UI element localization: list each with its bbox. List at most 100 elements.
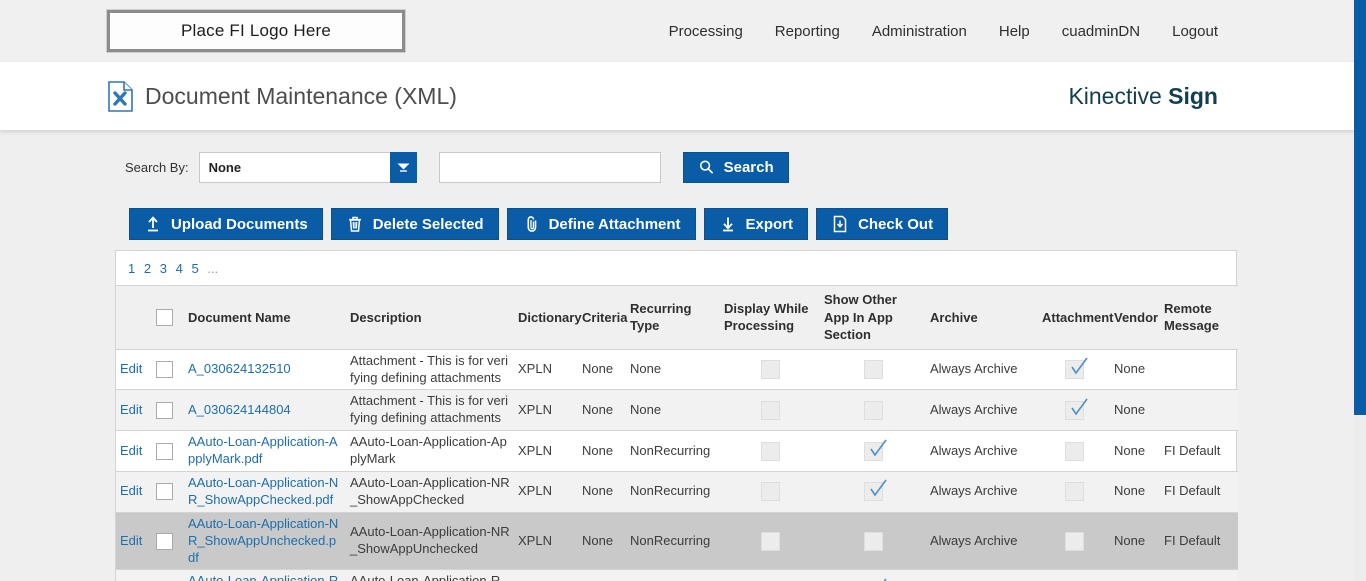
header-remote-message: Remote Message	[1160, 285, 1238, 350]
document-name-link[interactable]: AAuto-Loan-Application-R_ShowAppChecked.…	[188, 573, 339, 581]
edit-link[interactable]: Edit	[120, 532, 143, 548]
table-row: Edit AAuto-Loan-Application-NR_ShowAppUn…	[116, 512, 1238, 571]
select-all-checkbox[interactable]	[156, 309, 173, 327]
row-select-checkbox[interactable]	[156, 483, 173, 501]
upload-documents-label: Upload Documents	[171, 215, 308, 233]
page-header: Document Maintenance (XML) Kinective Sig…	[0, 62, 1366, 130]
vendor-cell: None	[1110, 349, 1160, 391]
nav-item-reporting[interactable]: Reporting	[774, 22, 840, 40]
document-name-link[interactable]: AAuto-Loan-Application-NR_ShowAppUncheck…	[188, 515, 339, 565]
vertical-scrollbar[interactable]	[1354, 0, 1366, 581]
show-other-app-checkbox	[863, 439, 887, 461]
page-link-4[interactable]: 4	[175, 261, 183, 276]
edit-link[interactable]: Edit	[120, 361, 143, 377]
criteria-cell: None	[578, 471, 626, 513]
pagination: 1 2 3 4 5 ...	[116, 251, 1236, 285]
search-button-label: Search	[723, 159, 774, 176]
page-link-2[interactable]: 2	[143, 261, 152, 276]
archive-cell: Always Archive	[926, 512, 1038, 571]
document-xml-icon	[108, 80, 133, 112]
check-out-label: Check Out	[858, 215, 934, 233]
header-attachment: Attachment	[1038, 285, 1114, 350]
edit-link[interactable]: Edit	[120, 442, 143, 458]
recurring-type-cell: NonRecurring	[626, 512, 720, 571]
vendor-cell: None	[1110, 471, 1160, 513]
criteria-cell: None	[578, 430, 626, 472]
brand-name: Kinective	[1068, 82, 1162, 109]
dictionary-cell: XPLN	[514, 512, 578, 571]
recurring-type-cell: NonRecurring	[626, 471, 720, 513]
header-description: Description	[346, 285, 514, 350]
table-header-row: Document Name Description Dictionary Cri…	[116, 285, 1238, 350]
search-by-select[interactable]: None	[198, 152, 417, 183]
attachment-checkbox	[1064, 482, 1084, 502]
display-while-processing-checkbox	[760, 531, 780, 551]
row-select-checkbox[interactable]	[156, 361, 173, 379]
page-title: Document Maintenance (XML)	[145, 82, 457, 109]
document-name-link[interactable]: AAuto-Loan-Application-NR_ShowAppChecked…	[188, 474, 339, 507]
document-name-link[interactable]: A_030624132510	[188, 361, 291, 377]
delete-selected-label: Delete Selected	[372, 215, 484, 233]
remote-message-cell: FI Default	[1160, 430, 1238, 472]
delete-selected-button[interactable]: Delete Selected	[330, 208, 499, 240]
display-while-processing-checkbox	[760, 360, 780, 380]
table-row: Edit AAuto-Loan-Application-ApplyMark.pd…	[116, 430, 1238, 472]
description-cell: Attachment - This is for verifying defin…	[346, 389, 514, 432]
table-row: Edit AAuto-Loan-Application-R_ShowAppChe…	[116, 569, 1238, 581]
check-out-button[interactable]: Check Out	[816, 208, 949, 240]
fi-logo-placeholder: Place FI Logo Here	[106, 9, 406, 53]
display-while-processing-checkbox	[760, 441, 780, 461]
upload-documents-button[interactable]: Upload Documents	[129, 208, 323, 240]
header-criteria: Criteria	[578, 285, 628, 350]
scrollbar-thumb[interactable]	[1354, 0, 1366, 415]
row-select-checkbox[interactable]	[156, 401, 173, 419]
nav-item-processing[interactable]: Processing	[668, 22, 743, 40]
header-display-while-processing: Display While Processing	[720, 285, 820, 350]
define-attachment-button[interactable]: Define Attachment	[506, 208, 696, 240]
remote-message-cell	[1160, 349, 1238, 391]
display-while-processing-checkbox	[760, 482, 780, 502]
page-link-1[interactable]: 1	[128, 261, 136, 276]
header-vendor: Vendor	[1110, 285, 1160, 350]
nav-item-help[interactable]: Help	[998, 22, 1030, 40]
nav-item-logout[interactable]: Logout	[1172, 22, 1218, 40]
recurring-type-cell: NonRecurring	[626, 430, 720, 472]
checkout-document-icon	[833, 215, 847, 233]
pagination-ellipsis[interactable]: ...	[207, 261, 219, 276]
vendor-cell: None	[1110, 389, 1160, 432]
nav-item-administration[interactable]: Administration	[871, 22, 967, 40]
criteria-cell: None	[578, 389, 626, 432]
description-cell: AAuto-Loan-Application-NR_ShowAppUncheck…	[346, 512, 514, 571]
table-row: Edit A_030624132510 Attachment - This is…	[116, 349, 1238, 391]
search-button[interactable]: Search	[682, 152, 789, 183]
dictionary-cell: XPLN	[514, 569, 578, 581]
header-select-all	[152, 285, 184, 350]
header-archive: Archive	[926, 285, 1038, 350]
edit-link[interactable]: Edit	[120, 401, 143, 417]
top-bar: Place FI Logo Here Processing Reporting …	[0, 0, 1366, 62]
archive-cell: Always Archive	[926, 471, 1038, 513]
download-icon	[722, 217, 733, 232]
row-select-checkbox[interactable]	[156, 442, 173, 460]
remote-message-cell: FI Default	[1160, 471, 1238, 513]
export-button[interactable]: Export	[703, 208, 809, 240]
define-attachment-label: Define Attachment	[548, 215, 681, 233]
search-input[interactable]	[438, 152, 661, 183]
attachment-checkbox	[1064, 531, 1084, 551]
nav-item-user-cuadmindn[interactable]: cuadminDN	[1061, 22, 1141, 40]
edit-link[interactable]: Edit	[120, 483, 143, 499]
upload-icon	[148, 216, 158, 232]
document-name-link[interactable]: AAuto-Loan-Application-ApplyMark.pdf	[188, 434, 338, 467]
document-name-link[interactable]: A_030624144804	[188, 401, 291, 417]
vendor-cell: None	[1110, 569, 1160, 581]
action-toolbar: Upload Documents Delete Selected Define …	[129, 208, 1366, 240]
chevron-down-icon[interactable]	[389, 152, 417, 183]
page-link-3[interactable]: 3	[159, 261, 167, 276]
search-bar: Search By: None Search	[125, 152, 1366, 183]
attachment-checkbox	[1064, 357, 1088, 380]
page-link-5[interactable]: 5	[191, 261, 199, 276]
row-select-checkbox[interactable]	[156, 532, 173, 550]
vendor-cell: None	[1110, 430, 1160, 472]
archive-cell: Always Archive	[926, 430, 1038, 472]
description-cell: AAuto-Loan-Application-ApplyMark	[346, 430, 514, 472]
